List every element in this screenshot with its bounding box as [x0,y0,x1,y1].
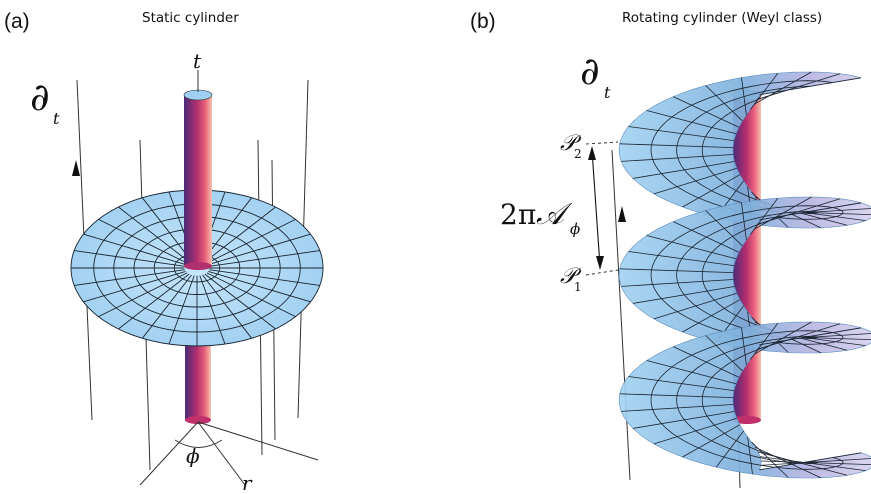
period-arrow [588,146,604,270]
cylinder-a-lower [185,345,211,424]
panel-b-title: Rotating cylinder (Weyl class) [622,10,822,26]
t-axis-label: t [193,49,202,73]
radius-label-r: r [242,471,253,494]
period-prefix: 2π [500,198,536,231]
vector-label-b-base: ∂ [580,49,600,93]
point-lower-sub: 1 [574,280,582,294]
point-upper-sub: 2 [574,147,582,161]
flow-arrow-b [618,206,626,222]
period-symbol: 𝒜 [536,197,573,232]
panel-a: (a) Static cylinder t [4,10,324,494]
panel-b-letter: (b) [470,10,496,33]
angle-label-phi: ϕ [186,444,200,468]
vector-label-a: ∂ t [30,75,60,128]
panel-b: (b) Rotating cylinder (Weyl class) 𝒫 2 𝒫… [470,10,871,489]
flow-arrow-a [72,160,80,176]
helicoid-b [618,71,871,479]
period-label: 2π 𝒜 ϕ [500,197,580,238]
period-sub: ϕ [570,220,580,238]
polar-axes-a [139,421,319,486]
cylinder-a-upper [183,89,213,270]
point-lower: 𝒫 1 [560,264,619,294]
panel-a-title: Static cylinder [142,10,239,26]
vector-label-a-base: ∂ [30,75,50,119]
vector-label-a-sub: t [53,109,60,128]
panel-a-letter: (a) [4,10,30,33]
vector-label-b-sub: t [604,83,611,102]
vector-label-b: ∂ t [580,49,611,102]
